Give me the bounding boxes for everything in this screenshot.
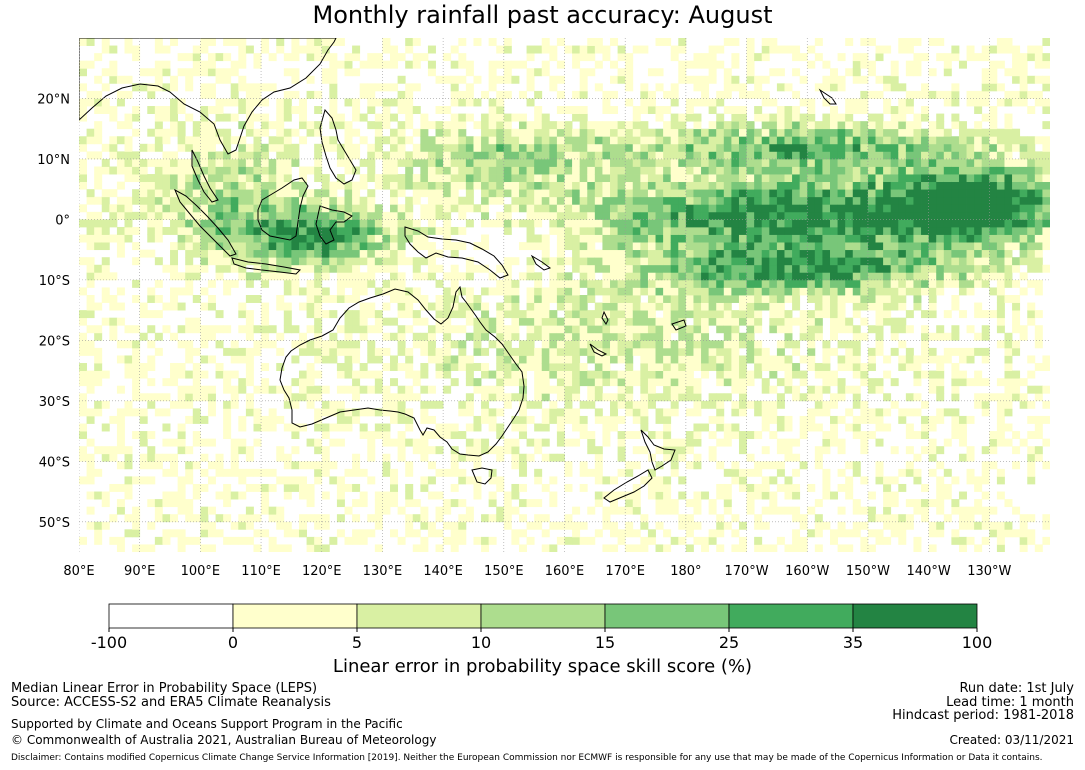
longitude-label: 140°W (907, 564, 951, 579)
footer-source: Source: ACCESS-S2 and ERA5 Climate Reana… (11, 695, 331, 710)
sulawesi-coastline (315, 205, 353, 245)
colorbar-segment (108, 603, 234, 629)
longitude-label: 160°W (785, 564, 829, 579)
java-coastline (231, 257, 302, 275)
colorbar-tick-label: 25 (719, 633, 739, 652)
footer-run-date: Run date: 1st July (959, 681, 1074, 696)
map-title: Monthly rainfall past accuracy: August (312, 1, 773, 29)
longitude-label: 120°E (302, 564, 342, 579)
colorbar-segment (604, 603, 730, 629)
skill-map: 20°N 10°N 0° 10°S 20°S 30°S 40°S 50°S 80°E 90°E 1… (37, 38, 1050, 579)
footer-lead-time: Lead time: 1 month (946, 695, 1074, 710)
australia-coastline (279, 285, 525, 457)
new-zealand-south-coastline (603, 469, 653, 503)
tasmania-coastline (471, 467, 493, 485)
colorbar-segment (232, 603, 358, 629)
colorbar: -100 0 5 10 15 25 35 100 (91, 603, 992, 652)
latitude-label: 20°S (39, 334, 70, 349)
new-guinea-coastline (404, 226, 509, 279)
solomon-islands-coastline (530, 254, 552, 271)
longitude-label: 170°W (724, 564, 768, 579)
footer-support: Supported by Climate and Oceans Support … (11, 717, 403, 731)
colorbar-tick-label: 15 (595, 633, 615, 652)
latitude-labels: 20°N 10°N 0° 10°S 20°S 30°S 40°S 50°S (37, 92, 70, 530)
colorbar-title: Linear error in probability space skill … (332, 656, 753, 677)
longitude-label: 100°E (181, 564, 221, 579)
colorbar-tick-label: 5 (352, 633, 362, 652)
longitude-label: 90°E (124, 564, 155, 579)
hawaii-coastline (818, 88, 837, 105)
colorbar-ticks: -100 0 5 10 15 25 35 100 (91, 628, 992, 652)
longitude-labels: 80°E 90°E 100°E 110°E 120°E 130°E 140°E 150°E 16… (63, 564, 1011, 579)
colorbar-segment (852, 603, 978, 629)
new-zealand-north-coastline (640, 429, 676, 471)
latitude-label: 30°S (39, 395, 70, 410)
colorbar-segments (108, 603, 978, 629)
colorbar-tick-label: 0 (228, 633, 238, 652)
latitude-label: 20°N (37, 92, 70, 107)
asia-coastline (79, 38, 337, 155)
longitude-label: 160°E (545, 564, 585, 579)
new-caledonia-coastline (589, 343, 608, 357)
latitude-label: 50°S (39, 516, 70, 531)
latitude-label: 10°N (37, 153, 70, 168)
longitude-label: 130°E (363, 564, 403, 579)
colorbar-tick-label: 10 (471, 633, 491, 652)
longitude-label: 80°E (63, 564, 94, 579)
footer-disclaimer: Disclaimer: Contains modified Copernicus… (11, 753, 1043, 763)
colorbar-tick-label: 35 (843, 633, 863, 652)
colorbar-segment (480, 603, 606, 629)
latitude-label: 0° (55, 213, 70, 228)
colorbar-tick-label: 100 (962, 633, 993, 652)
sumatra-coastline (173, 188, 237, 257)
latitude-label: 40°S (39, 455, 70, 470)
longitude-label: 110°E (241, 564, 281, 579)
skill-score-field (79, 38, 1050, 552)
longitude-label: 130°W (967, 564, 1011, 579)
colorbar-tick-label: -100 (91, 633, 127, 652)
longitude-label: 140°E (423, 564, 463, 579)
malay-peninsula-coastline (191, 149, 219, 203)
footer-leps: Median Linear Error in Probability Space… (11, 681, 318, 696)
borneo-coastline (257, 177, 309, 241)
latitude-label: 10°S (39, 274, 70, 289)
longitude-label: 150°E (484, 564, 524, 579)
colorbar-segment (728, 603, 854, 629)
longitude-label: 170°E (605, 564, 645, 579)
coastlines (79, 38, 837, 503)
footer-hindcast: Hindcast period: 1981-2018 (892, 708, 1074, 723)
longitude-label: 150°W (846, 564, 890, 579)
longitude-label: 180° (670, 564, 701, 579)
footer-created: Created: 03/11/2021 (949, 733, 1074, 747)
philippines-coastline (319, 108, 357, 185)
vanuatu-coastline (601, 310, 609, 325)
footer-copyright: © Commonwealth of Australia 2021, Austra… (11, 733, 437, 747)
colorbar-segment (356, 603, 482, 629)
